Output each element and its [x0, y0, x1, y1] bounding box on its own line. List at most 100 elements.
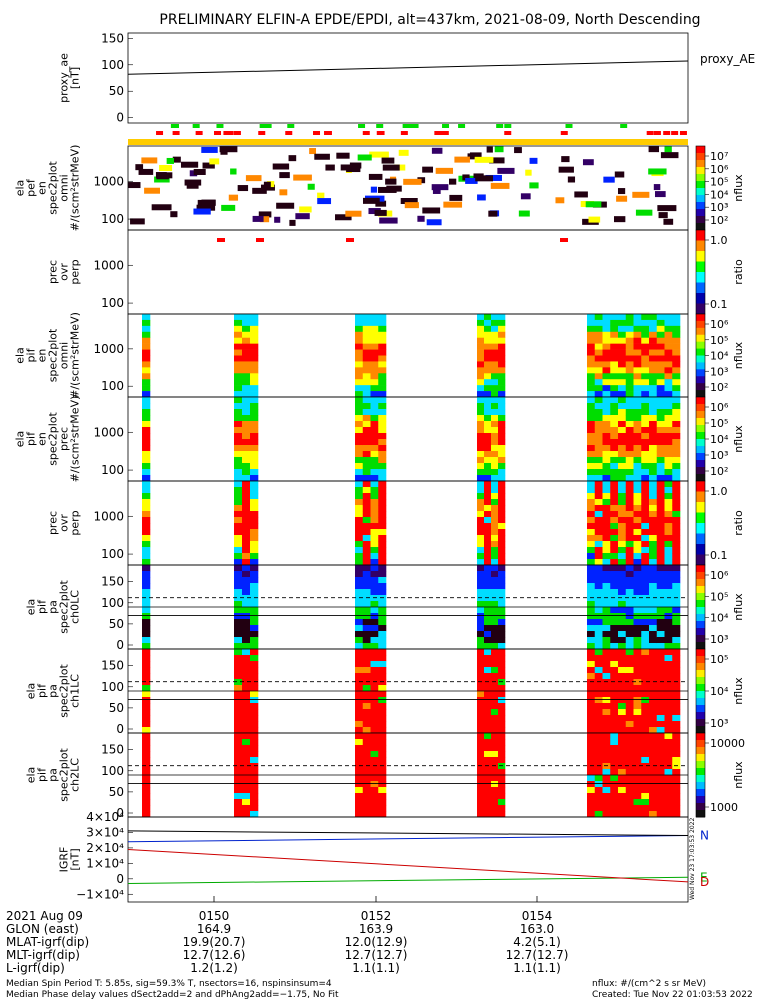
- spectrum-cell: [618, 583, 627, 590]
- spectrum-cell: [656, 535, 665, 542]
- spectrum-cell: [633, 451, 642, 458]
- ytick-label-igrf: 0: [116, 872, 124, 886]
- spectrum-cell: [477, 481, 485, 488]
- xaxis-row-value: 1.1(1.1): [352, 961, 400, 975]
- spectrum-cell: [610, 505, 619, 512]
- spectrum-cell: [594, 493, 603, 500]
- ylabel-ela_pef_en_spec2plot_omni: #/(scm²strMeV): [69, 145, 82, 232]
- spectrum-cell: [484, 595, 492, 602]
- spectrum-cell: [618, 451, 627, 458]
- spectrum-cell: [610, 463, 619, 470]
- spectrum-cell: [656, 631, 665, 638]
- spectrum-cell: [587, 781, 596, 788]
- spectrum-cell: [234, 775, 243, 782]
- colorbar-segment-ela_pif_pa_spec2plot_ch1LC: [696, 698, 705, 706]
- spectrum-cell: [602, 487, 611, 494]
- spectrum-cell: [641, 625, 650, 632]
- spectrum-cell: [142, 721, 151, 728]
- spectrum-cell: [498, 457, 506, 464]
- colorbar-tick-label-prec_ovr_perp_pef: 0.1: [710, 298, 728, 311]
- spectrum-cell: [370, 679, 379, 686]
- spectrum-cell: [610, 577, 619, 584]
- spectrum-cell: [477, 739, 485, 746]
- spectrum-cell: [672, 643, 681, 650]
- spectrum-cell: [184, 179, 202, 186]
- spectrum-cell: [625, 811, 634, 818]
- spectrum-cell: [355, 403, 364, 410]
- spectrum-cell: [641, 601, 650, 608]
- spectrum-cell: [142, 595, 151, 602]
- spectrum-cell: [378, 727, 387, 734]
- spectrum-cell: [242, 343, 251, 350]
- ytick-label-ela_pif_pa_spec2plot_ch0LC: 0: [116, 638, 124, 652]
- colorbar-segment-ela_pif_pa_spec2plot_ch0LC: [696, 593, 705, 601]
- igrf-legend-D: D: [700, 875, 709, 889]
- spectrum-cell: [618, 403, 627, 410]
- igrf-legend-E: E: [700, 870, 708, 884]
- xaxis-row-value: 19.9(20.7): [183, 935, 246, 949]
- spectrum-cell: [633, 631, 642, 638]
- spectrum-cell: [594, 314, 603, 321]
- spectrum-cell: [484, 553, 492, 560]
- spectrum-cell: [142, 427, 151, 434]
- spectrum-cell: [587, 331, 596, 339]
- spectrum-cell: [641, 721, 650, 728]
- spectrum-cell: [370, 643, 379, 650]
- spectrum-cell: [610, 445, 619, 452]
- spectrum-cell: [664, 673, 673, 680]
- spectrum-cell: [477, 571, 485, 578]
- spectrum-cell: [610, 637, 619, 644]
- proxy-ae-line: [127, 60, 689, 75]
- spectrum-cell: [618, 781, 627, 788]
- spectrum-cell: [649, 577, 658, 584]
- spectrum-cell: [664, 415, 673, 422]
- spectrum-cell: [610, 349, 619, 356]
- spectrum-cell: [491, 547, 499, 554]
- ytick-label-ela_pif_pa_spec2plot_ch1LC: 150: [101, 659, 124, 673]
- spectrum-cell: [653, 184, 661, 191]
- spectrum-cell: [144, 187, 160, 194]
- spectrum-cell: [649, 799, 658, 806]
- spectrum-cell: [602, 314, 611, 321]
- spectrum-cell: [610, 715, 619, 722]
- spectrum-cell: [610, 361, 619, 368]
- spectrum-cell: [587, 661, 596, 668]
- flag-red: [646, 131, 654, 135]
- spectrum-cell: [664, 613, 673, 620]
- spectrum-cell: [370, 529, 379, 536]
- flag-red: [156, 131, 164, 135]
- spectrum-cell: [633, 439, 642, 446]
- spectrum-cell: [594, 601, 603, 608]
- spectrum-cell: [625, 391, 634, 398]
- spectrum-cell: [234, 487, 243, 494]
- spectrum-cell: [649, 547, 658, 554]
- spectrum-cell: [641, 793, 650, 800]
- spectrum-cell: [355, 373, 364, 380]
- spectrum-cell: [355, 433, 364, 440]
- spectrum-cell: [641, 427, 650, 434]
- spectrum-cell: [672, 769, 681, 776]
- spectrum-cell: [672, 385, 681, 392]
- spectrum-cell: [491, 511, 499, 518]
- spectrum-cell: [498, 691, 506, 698]
- spectrum-cell: [370, 571, 379, 578]
- spectrum-cell: [355, 811, 364, 818]
- spectrum-cell: [142, 703, 151, 710]
- spectrum-cell: [477, 529, 485, 536]
- flag-red: [223, 131, 231, 135]
- spectrum-cell: [656, 799, 665, 806]
- spectrum-cell: [159, 165, 173, 172]
- spectrum-cell: [242, 697, 251, 704]
- spectrum-cell: [649, 391, 658, 398]
- flag-red: [663, 131, 671, 135]
- ytick-label-ela_pif_en_spec2plot_omni: 1000: [93, 342, 124, 356]
- spectrum-cell: [587, 637, 596, 644]
- spectrum-cell: [370, 661, 379, 668]
- spectrum-cell: [610, 643, 619, 650]
- spectrum-cell: [498, 445, 506, 452]
- spectrum-cell: [672, 661, 681, 668]
- ylabel-ela_pif_pa_spec2plot_ch1LC: pif: [36, 683, 49, 698]
- spectrum-cell: [491, 337, 499, 344]
- spectrum-cell: [594, 553, 603, 560]
- spectrum-cell: [618, 439, 627, 446]
